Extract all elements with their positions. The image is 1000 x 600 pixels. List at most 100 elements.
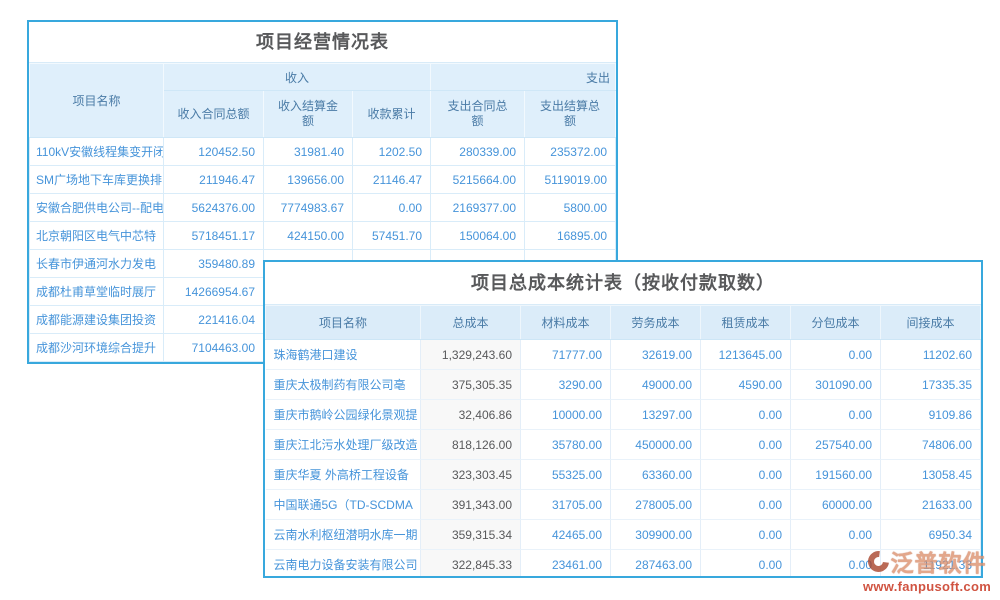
- lease-cost-cell: 1213645.00: [700, 339, 791, 370]
- operations-table-row[interactable]: SM广场地下车库更换排 211946.47 139656.00 21146.47…: [29, 165, 616, 194]
- income-settle-cell: 31981.40: [263, 137, 353, 166]
- total-cost-cell: 359,315.34: [420, 519, 521, 550]
- col-header-lease-cost: 租赁成本: [700, 305, 791, 340]
- lease-cost-cell: 0.00: [700, 549, 791, 576]
- subcontract-cost-cell: 257540.00: [790, 429, 881, 460]
- income-contract-cell: 359480.89: [163, 249, 264, 278]
- lease-cost-cell: 4590.00: [700, 369, 791, 400]
- operations-report-panel: 项目经营情况表 项目名称 收入 支出 收入合同总额 收入结算金额 收款累计 支出…: [27, 20, 618, 364]
- indirect-cost-cell: 13058.45: [880, 459, 981, 490]
- lease-cost-cell: 0.00: [700, 489, 791, 520]
- expense-settle-cell: 16895.00: [524, 221, 616, 250]
- labor-cost-cell: 32619.00: [610, 339, 701, 370]
- receipt-total-cell: 1202.50: [351, 137, 432, 166]
- lease-cost-cell: 0.00: [700, 459, 791, 490]
- indirect-cost-cell: 9109.86: [880, 399, 981, 430]
- project-name-cell[interactable]: 成都杜甫草堂临时展厅: [29, 277, 164, 306]
- cost-table-row[interactable]: 珠海鹤港口建设 1,329,243.60 71777.00 32619.00 1…: [265, 339, 981, 370]
- cost-table-row[interactable]: 重庆市鹅岭公园绿化景观提 32,406.86 10000.00 13297.00…: [265, 399, 981, 430]
- project-name-cell[interactable]: 北京朝阳区电气中芯特: [29, 221, 164, 250]
- cost-table-row[interactable]: 重庆江北污水处理厂级改造 818,126.00 35780.00 450000.…: [265, 429, 981, 460]
- expense-contract-cell: 150064.00: [430, 221, 526, 250]
- income-contract-cell: 5624376.00: [163, 193, 264, 222]
- material-cost-cell: 10000.00: [520, 399, 611, 430]
- cost-table-row[interactable]: 重庆太极制药有限公司亳 375,305.35 3290.00 49000.00 …: [265, 369, 981, 400]
- project-name-cell[interactable]: 110kV安徽线程集变开闭: [29, 137, 164, 166]
- expense-contract-cell: 280339.00: [430, 137, 526, 166]
- income-settle-cell: 424150.00: [263, 221, 353, 250]
- col-header-project-name: 项目名称: [265, 305, 421, 340]
- labor-cost-cell: 309900.00: [610, 519, 701, 550]
- cost-table-row[interactable]: 云南电力设备安装有限公司 322,845.33 23461.00 287463.…: [265, 549, 981, 576]
- col-header-expense-contract: 支出合同总额: [430, 90, 526, 138]
- subcontract-cost-cell: 191560.00: [790, 459, 881, 490]
- cost-table-row[interactable]: 重庆华夏 外高桥工程设备 323,303.45 55325.00 63360.0…: [265, 459, 981, 490]
- indirect-cost-cell: 6950.34: [880, 519, 981, 550]
- col-header-indirect-cost: 间接成本: [880, 305, 981, 340]
- lease-cost-cell: 0.00: [700, 429, 791, 460]
- cost-statistics-table: 项目名称 总成本 材料成本 劳务成本 租赁成本 分包成本 间接成本 珠海鹤港口建…: [265, 305, 981, 576]
- project-name-cell[interactable]: 成都沙河环境综合提升: [29, 333, 164, 362]
- subcontract-cost-cell: 0.00: [790, 399, 881, 430]
- labor-cost-cell: 450000.00: [610, 429, 701, 460]
- labor-cost-cell: 287463.00: [610, 549, 701, 576]
- total-cost-cell: 818,126.00: [420, 429, 521, 460]
- expense-contract-cell: 5215664.00: [430, 165, 526, 194]
- project-name-cell[interactable]: SM广场地下车库更换排: [29, 165, 164, 194]
- project-name-cell[interactable]: 重庆华夏 外高桥工程设备: [265, 459, 421, 490]
- cost-table-row[interactable]: 中国联通5G（TD-SCDMA 391,343.00 31705.00 2780…: [265, 489, 981, 520]
- material-cost-cell: 3290.00: [520, 369, 611, 400]
- income-contract-cell: 120452.50: [163, 137, 264, 166]
- labor-cost-cell: 63360.00: [610, 459, 701, 490]
- project-name-cell[interactable]: 重庆市鹅岭公园绿化景观提: [265, 399, 421, 430]
- operations-table-row[interactable]: 安徽合肥供电公司--配电 5624376.00 7774983.67 0.00 …: [29, 193, 616, 222]
- labor-cost-cell: 49000.00: [610, 369, 701, 400]
- subcontract-cost-cell: 0.00: [790, 339, 881, 370]
- project-name-cell[interactable]: 重庆太极制药有限公司亳: [265, 369, 421, 400]
- project-name-cell[interactable]: 云南电力设备安装有限公司: [265, 549, 421, 576]
- col-header-income-settle: 收入结算金额: [263, 90, 353, 138]
- indirect-cost-cell: 11921.33: [880, 549, 981, 576]
- labor-cost-cell: 278005.00: [610, 489, 701, 520]
- material-cost-cell: 42465.00: [520, 519, 611, 550]
- total-cost-cell: 32,406.86: [420, 399, 521, 430]
- operations-table-row[interactable]: 北京朝阳区电气中芯特 5718451.17 424150.00 57451.70…: [29, 221, 616, 250]
- material-cost-cell: 23461.00: [520, 549, 611, 576]
- project-name-cell[interactable]: 中国联通5G（TD-SCDMA: [265, 489, 421, 520]
- indirect-cost-cell: 17335.35: [880, 369, 981, 400]
- project-name-cell[interactable]: 长春市伊通河水力发电: [29, 249, 164, 278]
- expense-settle-cell: 5119019.00: [524, 165, 616, 194]
- labor-cost-cell: 13297.00: [610, 399, 701, 430]
- project-name-cell[interactable]: 云南水利枢纽潜明水库一期: [265, 519, 421, 550]
- lease-cost-cell: 0.00: [700, 519, 791, 550]
- project-name-cell[interactable]: 安徽合肥供电公司--配电: [29, 193, 164, 222]
- col-group-expense: 支出: [430, 63, 616, 91]
- material-cost-cell: 55325.00: [520, 459, 611, 490]
- subcontract-cost-cell: 0.00: [790, 519, 881, 550]
- material-cost-cell: 35780.00: [520, 429, 611, 460]
- operations-table-row[interactable]: 110kV安徽线程集变开闭 120452.50 31981.40 1202.50…: [29, 137, 616, 166]
- income-contract-cell: 5718451.17: [163, 221, 264, 250]
- receipt-total-cell: 0.00: [351, 193, 432, 222]
- income-contract-cell: 221416.04: [163, 305, 264, 334]
- indirect-cost-cell: 11202.60: [880, 339, 981, 370]
- subcontract-cost-cell: 60000.00: [790, 489, 881, 520]
- indirect-cost-cell: 74806.00: [880, 429, 981, 460]
- col-header-subcontract-cost: 分包成本: [790, 305, 881, 340]
- cost-statistics-panel: 项目总成本统计表（按收付款取数） 项目名称 总成本 材料成本 劳务成本 租赁成本…: [263, 260, 983, 578]
- receipt-total-cell: 57451.70: [351, 221, 432, 250]
- cost-table-row[interactable]: 云南水利枢纽潜明水库一期 359,315.34 42465.00 309900.…: [265, 519, 981, 550]
- col-header-expense-settle: 支出结算总额: [524, 90, 616, 138]
- expense-settle-cell: 5800.00: [524, 193, 616, 222]
- material-cost-cell: 31705.00: [520, 489, 611, 520]
- cost-table-body: 珠海鹤港口建设 1,329,243.60 71777.00 32619.00 1…: [265, 339, 981, 576]
- income-contract-cell: 7104463.00: [163, 333, 264, 362]
- income-contract-cell: 211946.47: [163, 165, 264, 194]
- project-name-cell[interactable]: 重庆江北污水处理厂级改造: [265, 429, 421, 460]
- income-settle-cell: 139656.00: [263, 165, 353, 194]
- total-cost-cell: 391,343.00: [420, 489, 521, 520]
- project-name-cell[interactable]: 成都能源建设集团投资: [29, 305, 164, 334]
- lease-cost-cell: 0.00: [700, 399, 791, 430]
- total-cost-cell: 323,303.45: [420, 459, 521, 490]
- project-name-cell[interactable]: 珠海鹤港口建设: [265, 339, 421, 370]
